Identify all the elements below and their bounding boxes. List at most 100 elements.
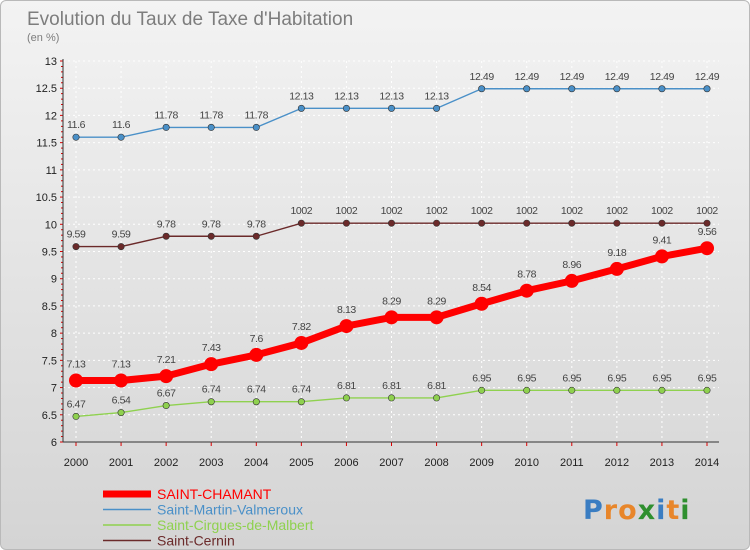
data-point	[474, 296, 489, 311]
x-tick-label: 2005	[289, 457, 313, 469]
data-point	[658, 85, 666, 93]
logo-letter: i	[680, 495, 690, 526]
data-point	[478, 85, 486, 93]
data-label: 7.82	[292, 321, 311, 333]
legend-label: Saint-Cernin	[157, 533, 235, 549]
data-point	[523, 386, 531, 394]
data-label: 8.13	[337, 304, 356, 316]
x-tick-label: 2011	[560, 457, 584, 469]
x-tick-label: 2000	[64, 457, 88, 469]
data-point	[478, 219, 486, 227]
y-tick-label: 8	[51, 328, 57, 340]
data-point	[297, 104, 305, 112]
data-point	[207, 123, 215, 131]
data-label: 1002	[651, 205, 673, 217]
data-point	[297, 219, 305, 227]
data-label: 6.47	[67, 398, 86, 410]
x-tick-label: 2003	[199, 457, 223, 469]
x-tick-label: 2009	[469, 457, 493, 469]
x-tick-label: 2004	[244, 457, 268, 469]
data-point	[433, 104, 441, 112]
data-point	[207, 232, 215, 240]
data-label: 1002	[696, 205, 718, 217]
data-point	[162, 402, 170, 410]
data-label: 12.13	[424, 90, 449, 102]
logo-letter: i	[656, 495, 666, 526]
data-label: 11.6	[112, 119, 131, 131]
data-label: 6.74	[247, 384, 266, 396]
data-point	[339, 319, 354, 334]
data-point	[568, 85, 576, 93]
data-label: 1002	[516, 205, 538, 217]
data-point	[72, 412, 80, 420]
data-point	[658, 219, 666, 227]
data-label: 11.78	[199, 109, 223, 121]
data-point	[700, 241, 714, 256]
data-label: 6.54	[112, 395, 131, 407]
data-point	[523, 219, 531, 227]
data-label: 6.95	[698, 372, 717, 384]
data-point	[117, 409, 125, 417]
data-point	[478, 386, 486, 394]
data-point	[613, 219, 621, 227]
y-tick-label: 8.5	[42, 301, 57, 313]
data-point	[204, 357, 219, 372]
data-label: 12.13	[379, 90, 404, 102]
data-label: 12.49	[605, 71, 630, 83]
y-tick-label: 9	[51, 274, 57, 286]
data-label: 12.13	[289, 90, 314, 102]
data-label: 9.78	[202, 218, 221, 230]
data-point	[568, 219, 576, 227]
data-label: 9.59	[67, 229, 86, 241]
data-point	[342, 394, 350, 402]
data-point	[159, 369, 174, 384]
data-label: 1002	[606, 205, 628, 217]
data-point	[654, 249, 669, 264]
data-point	[703, 85, 711, 93]
data-point	[162, 232, 170, 240]
data-label: 12.49	[695, 71, 720, 83]
data-label: 11.78	[154, 109, 178, 121]
data-label: 1002	[381, 205, 403, 217]
data-label: 9.78	[247, 218, 266, 230]
data-point	[342, 104, 350, 112]
data-label: 7.21	[157, 354, 176, 366]
logo-letter: t	[666, 495, 680, 526]
legend-label: Saint-Cirgues-de-Malbert	[157, 517, 314, 533]
data-point	[249, 347, 264, 362]
y-tick-label: 9.5	[42, 247, 57, 259]
data-label: 6.81	[382, 380, 401, 392]
data-point	[69, 373, 83, 388]
data-label: 1002	[426, 205, 448, 217]
data-point	[609, 261, 624, 276]
data-point	[117, 133, 125, 141]
data-label: 6.95	[472, 372, 491, 384]
data-label: 7.13	[112, 358, 131, 370]
x-tick-label: 2010	[514, 457, 538, 469]
data-label: 7.6	[250, 333, 264, 345]
data-point	[384, 310, 399, 325]
logo-letter: o	[618, 495, 638, 526]
data-label: 12.49	[470, 71, 495, 83]
y-tick-label: 7.5	[42, 355, 57, 367]
data-label: 8.78	[517, 269, 536, 281]
data-label: 1002	[290, 205, 312, 217]
proxiti-logo: Proxiti	[583, 495, 691, 526]
data-point	[162, 123, 170, 131]
data-label: 1002	[336, 205, 358, 217]
data-point	[252, 232, 260, 240]
data-label: 12.49	[560, 71, 585, 83]
data-label: 11.6	[67, 119, 86, 131]
x-tick-label: 2006	[334, 457, 358, 469]
data-label: 9.78	[157, 218, 176, 230]
data-point	[114, 373, 129, 388]
x-tick-label: 2008	[424, 457, 448, 469]
data-point	[72, 133, 80, 141]
data-label: 6.95	[517, 372, 536, 384]
legend-label: SAINT-CHAMANT	[157, 486, 272, 502]
x-tick-label: 2001	[109, 457, 133, 469]
data-point	[117, 243, 125, 251]
data-point	[703, 386, 711, 394]
data-label: 6.74	[202, 384, 221, 396]
data-label: 8.29	[382, 295, 401, 307]
